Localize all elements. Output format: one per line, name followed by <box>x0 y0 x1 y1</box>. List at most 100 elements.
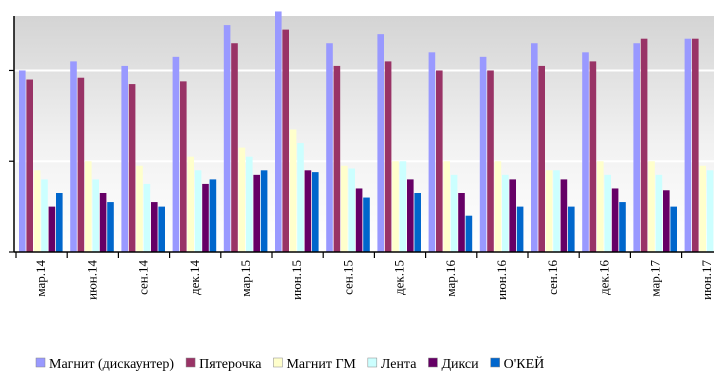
bar <box>560 179 568 252</box>
bar <box>619 202 626 252</box>
bar <box>194 170 202 252</box>
bar <box>33 170 41 252</box>
bar <box>231 43 238 252</box>
bar <box>502 174 509 252</box>
bar <box>604 174 611 252</box>
bar <box>670 206 677 252</box>
bar <box>56 193 63 252</box>
bar <box>692 38 699 252</box>
bar <box>275 11 282 253</box>
bar <box>465 215 473 252</box>
bar <box>19 70 26 252</box>
x-tick-label: сен.15 <box>340 260 355 295</box>
bar <box>494 161 502 252</box>
bar <box>392 161 399 252</box>
x-tick-label: дек.16 <box>596 260 611 295</box>
x-tick-label: дек.15 <box>392 260 407 295</box>
bar <box>99 193 107 252</box>
bar <box>516 206 524 252</box>
bar <box>253 174 260 252</box>
bar <box>633 43 640 252</box>
bar <box>341 165 348 252</box>
bar <box>92 179 99 252</box>
bar <box>582 52 589 252</box>
axes <box>9 16 714 258</box>
bar <box>202 183 209 252</box>
bar <box>407 179 414 252</box>
bar <box>684 38 692 252</box>
x-tick-label: июн.14 <box>84 260 99 300</box>
bar <box>545 170 553 252</box>
bar <box>151 202 158 252</box>
bar <box>121 65 128 252</box>
bar <box>158 206 165 252</box>
bar <box>509 179 516 252</box>
x-tick-label: сен.14 <box>136 260 151 295</box>
legend-label: О'КЕЙ <box>504 355 545 372</box>
legend-swatch <box>35 357 46 368</box>
legend-label: Лента <box>381 357 417 372</box>
bar <box>143 183 151 252</box>
x-tick-label: июн.17 <box>699 260 714 300</box>
x-tick-label: сен.16 <box>545 260 560 295</box>
bar <box>326 43 333 252</box>
bar <box>223 25 231 253</box>
bar <box>538 65 545 252</box>
bar <box>553 170 560 252</box>
bar <box>611 188 619 252</box>
bar <box>209 179 217 252</box>
bar <box>655 174 663 252</box>
bar <box>85 161 92 252</box>
legend-swatch <box>273 357 283 368</box>
legend-label: Дикси <box>441 357 479 372</box>
legend-swatch <box>428 357 438 368</box>
bar <box>312 172 319 252</box>
bar <box>414 193 421 252</box>
x-tick-label: дек.14 <box>187 260 202 295</box>
bar <box>363 197 370 252</box>
legend-swatch <box>185 357 196 368</box>
bar <box>41 179 48 252</box>
legend-swatch <box>367 357 378 368</box>
bar <box>70 61 77 253</box>
legend: Магнит (дискаунтер) Пятерочка Магнит ГМ Лен… <box>35 355 545 372</box>
legend-label: Магнит ГМ <box>286 357 356 372</box>
bar <box>640 38 648 252</box>
x-tick-label: мар.17 <box>648 260 663 297</box>
bar <box>436 70 443 252</box>
x-tick-label: мар.16 <box>443 260 458 297</box>
bar <box>487 70 494 252</box>
x-tick-label: мар.14 <box>33 260 48 297</box>
bar <box>699 165 706 252</box>
bar <box>260 170 268 252</box>
bar <box>289 129 297 252</box>
bar <box>77 77 85 252</box>
x-tick-label: июн.15 <box>289 260 304 300</box>
bar <box>399 161 407 252</box>
bar <box>384 61 392 253</box>
bar <box>136 165 143 252</box>
bar <box>479 56 487 252</box>
bar <box>348 168 355 252</box>
bar <box>458 193 465 252</box>
bar <box>706 170 714 252</box>
bar <box>48 206 56 252</box>
x-tick-labels: мар.14 июн.14 сен.14 дек.14 мар.15 июн.15 сен.… <box>33 260 714 300</box>
legend-label: Магнит (дискаунтер) <box>49 357 174 372</box>
bar <box>238 147 246 252</box>
x-tick-label: июн.16 <box>494 260 509 300</box>
bar <box>377 34 384 253</box>
bar <box>297 143 304 252</box>
bar <box>589 61 597 253</box>
bar <box>282 29 289 252</box>
bar <box>180 81 187 252</box>
bar <box>450 174 458 252</box>
bar <box>333 65 341 252</box>
legend-swatch <box>490 357 500 368</box>
x-tick-label: мар.15 <box>238 260 253 297</box>
bar <box>531 43 538 252</box>
bars <box>19 11 714 253</box>
bar <box>648 161 655 252</box>
bar <box>246 156 253 252</box>
